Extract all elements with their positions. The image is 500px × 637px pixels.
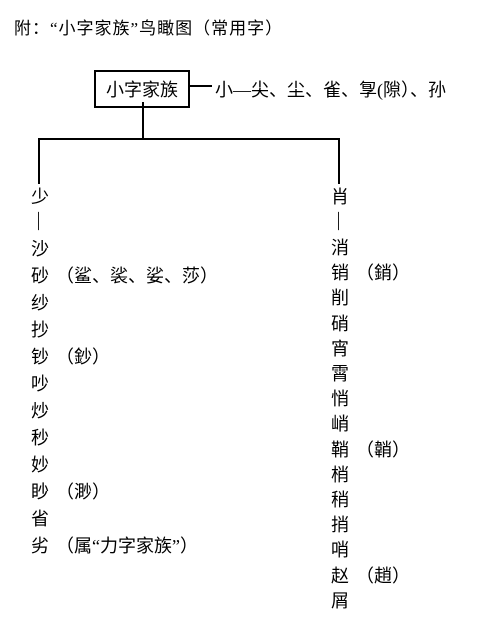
list-entry: 霄 [328,362,352,387]
list-entry: 屑 [328,589,352,614]
entry-paren-note: （渺） [56,479,110,506]
entry-main-char: 硝 [328,312,352,337]
entry-main-char: 钞 [28,344,52,371]
entry-main-char: 赵 [328,564,352,589]
entry-main-char: 宵 [328,337,352,362]
entry-main-char: 沙 [28,236,52,263]
right-branch-dash: — [331,209,349,233]
root-side-examples: 小—尖、尘、雀、㝁(隙）、孙 [215,76,446,102]
list-entry: 硝 [328,312,352,337]
right-branch-line [338,138,340,184]
entry-main-char: 吵 [28,371,52,398]
root-side-connector [190,85,212,87]
entry-main-char: 消 [328,236,352,261]
list-entry: 省 [28,506,52,533]
entry-paren-note: （趙） [356,564,410,589]
list-entry: 销（銷） [328,261,410,286]
list-entry: 眇（渺） [28,479,110,506]
list-entry: 稍 [328,488,352,513]
entry-main-char: 眇 [28,479,52,506]
entry-paren-note: （鈔） [56,344,110,371]
entry-main-char: 劣 [28,533,52,560]
list-entry: 纱 [28,290,52,317]
entry-main-char: 鞘 [328,438,352,463]
entry-paren-note: （鲨、裟、娑、莎） [56,263,218,290]
entry-main-char: 屑 [328,589,352,614]
right-branch-head: 肖 [328,188,352,206]
list-entry: 宵 [328,337,352,362]
list-entry: 消 [328,236,352,261]
entry-main-char: 纱 [28,290,52,317]
list-entry: 砂（鲨、裟、娑、莎） [28,263,218,290]
branch-horizontal-bar [38,138,338,140]
list-entry: 峭 [328,412,352,437]
list-entry: 削 [328,286,352,311]
entry-main-char: 削 [328,286,352,311]
entry-paren-note: （韒） [356,438,410,463]
entry-main-char: 省 [28,506,52,533]
list-entry: 劣（属“力字家族”） [28,533,198,560]
entry-main-char: 哨 [328,538,352,563]
entry-main-char: 悄 [328,387,352,412]
list-entry: 哨 [328,538,352,563]
list-entry: 悄 [328,387,352,412]
entry-main-char: 秒 [28,425,52,452]
list-entry: 沙 [28,236,52,263]
list-entry: 捎 [328,513,352,538]
root-node-label: 小字家族 [106,80,178,100]
left-branch-head: 少 [28,188,52,206]
list-entry: 吵 [28,371,52,398]
entry-paren-note: （属“力字家族”） [56,533,198,560]
left-branch-line [38,138,40,184]
list-entry: 赵（趙） [328,564,410,589]
entry-main-char: 霄 [328,362,352,387]
entry-main-char: 抄 [28,317,52,344]
list-entry: 妙 [28,452,52,479]
root-stem-line [142,102,144,138]
entry-main-char: 销 [328,261,352,286]
list-entry: 鞘（韒） [328,438,410,463]
left-branch-dash: — [31,209,49,233]
list-entry: 钞（鈔） [28,344,110,371]
entry-main-char: 梢 [328,463,352,488]
entry-main-char: 妙 [28,452,52,479]
list-entry: 抄 [28,317,52,344]
list-entry: 秒 [28,425,52,452]
entry-paren-note: （銷） [356,261,410,286]
entry-main-char: 炒 [28,398,52,425]
list-entry: 炒 [28,398,52,425]
entry-main-char: 峭 [328,412,352,437]
entry-main-char: 稍 [328,488,352,513]
entry-main-char: 捎 [328,513,352,538]
entry-main-char: 砂 [28,263,52,290]
list-entry: 梢 [328,463,352,488]
diagram-caption: 附：“小字家族”鸟瞰图（常用字） [14,14,283,39]
